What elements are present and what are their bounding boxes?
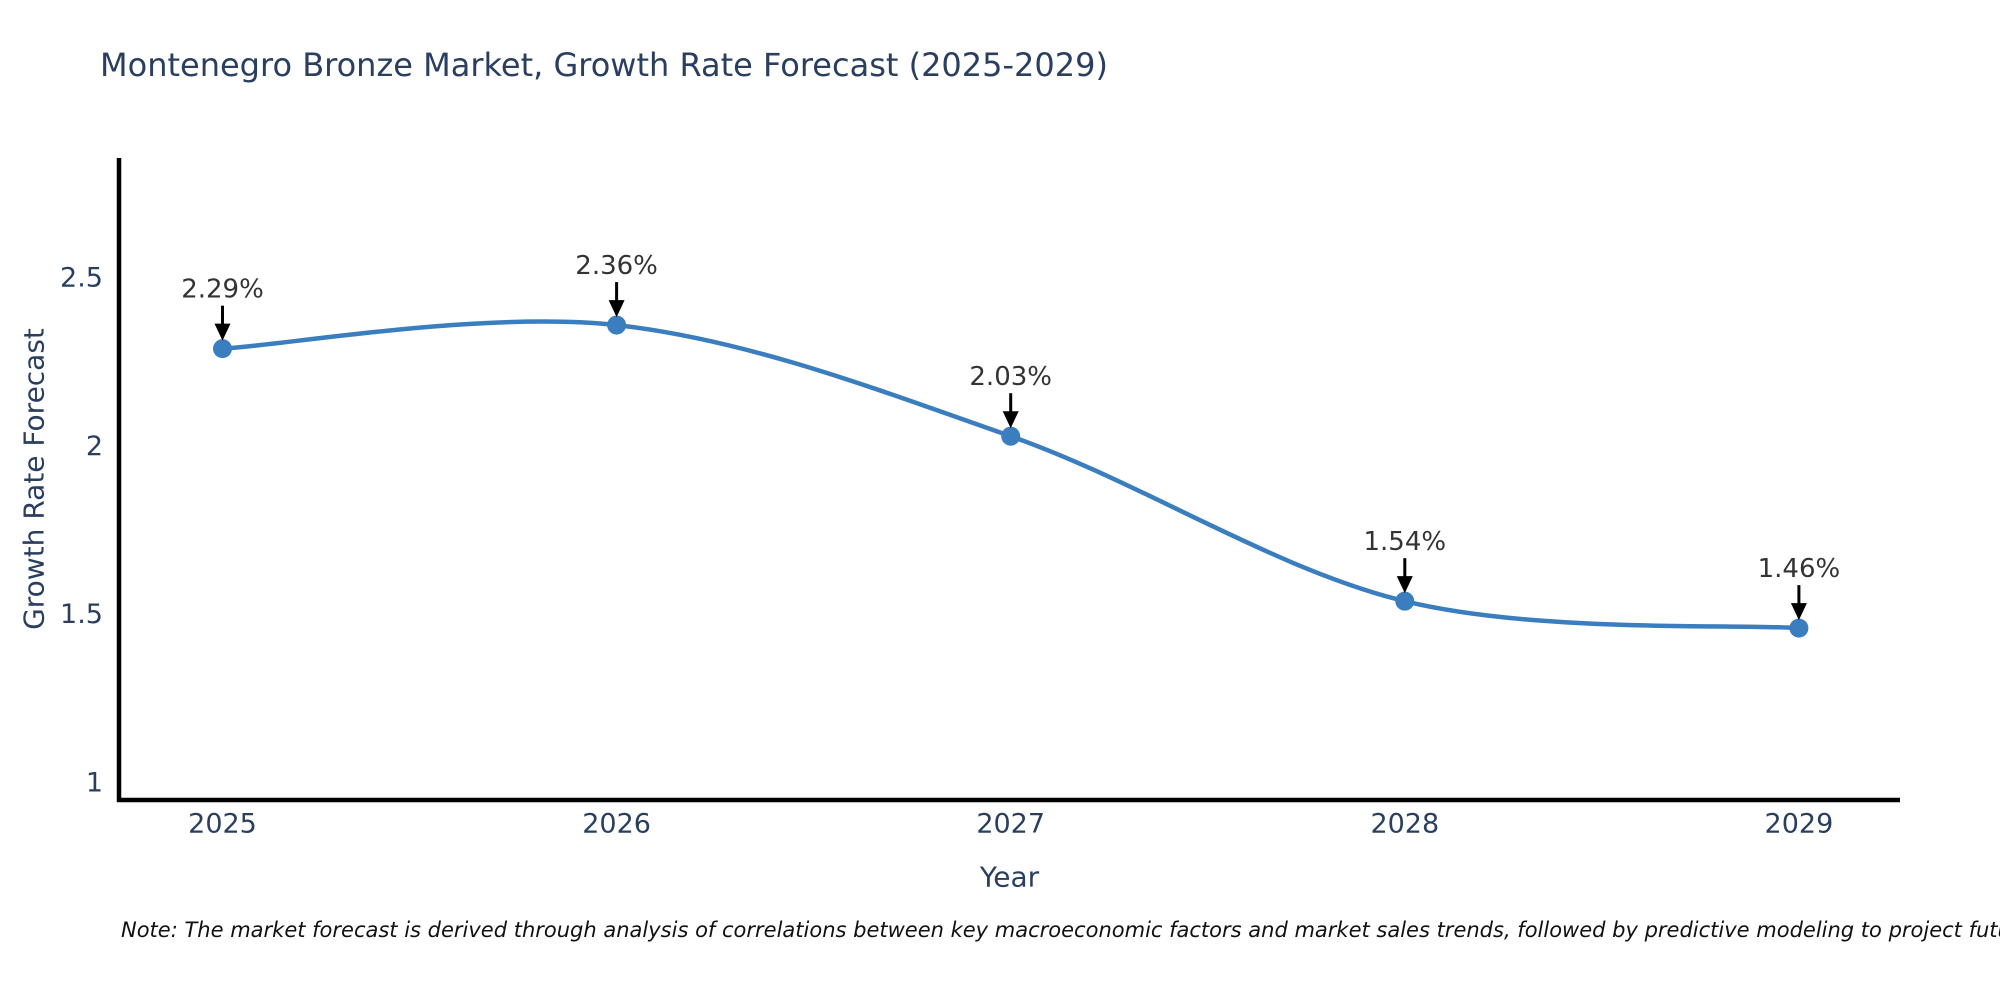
data-point-marker: [1395, 591, 1415, 611]
data-point-label: 2.36%: [575, 251, 658, 281]
annotation-arrowhead-icon: [1002, 411, 1019, 429]
x-tick-label: 2026: [582, 809, 651, 840]
data-point-label: 2.03%: [969, 362, 1052, 392]
x-tick-label: 2025: [188, 809, 257, 840]
data-point-marker: [607, 315, 627, 335]
annotation-arrowhead-icon: [1396, 576, 1413, 594]
chart-title: Montenegro Bronze Market, Growth Rate Fo…: [100, 46, 1108, 84]
annotation-arrowhead-icon: [608, 300, 625, 318]
data-point-label: 1.54%: [1363, 527, 1446, 557]
x-tick-label: 2029: [1765, 809, 1834, 840]
x-tick-label: 2027: [976, 809, 1045, 840]
data-point-marker: [1001, 426, 1021, 446]
x-tick-label: 2028: [1370, 809, 1439, 840]
y-tick-label: 1.5: [60, 599, 103, 630]
data-point-marker: [213, 339, 232, 359]
footnote: Note: The market forecast is derived thr…: [121, 918, 2000, 942]
annotation-arrowhead-icon: [1790, 603, 1807, 621]
annotation-arrowhead-icon: [214, 323, 231, 341]
data-point-marker: [1789, 618, 1809, 638]
y-tick-label: 2.5: [60, 262, 103, 293]
y-axis-title: Growth Rate Forecast: [18, 328, 51, 630]
y-tick-label: 1: [86, 768, 103, 799]
data-point-label: 1.46%: [1758, 554, 1841, 584]
data-point-label: 2.29%: [181, 275, 264, 305]
y-tick-label: 2: [86, 431, 103, 462]
x-axis-title: Year: [979, 861, 1040, 894]
